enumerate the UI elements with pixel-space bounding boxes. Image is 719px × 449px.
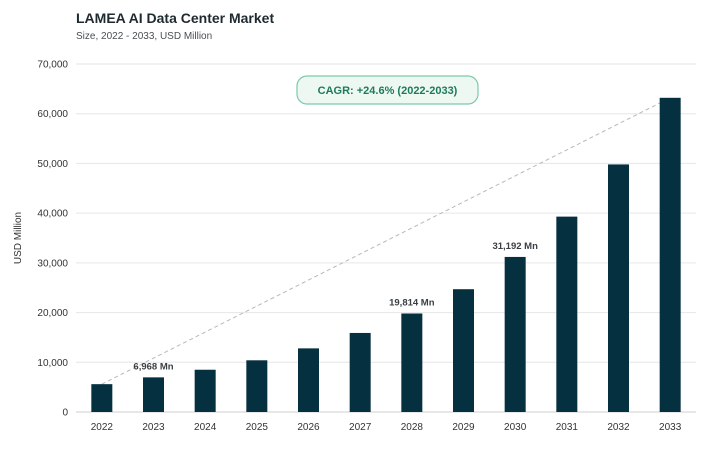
y-tick-label: 50,000 — [37, 159, 68, 170]
bar — [91, 384, 113, 412]
x-tick-label: 2027 — [349, 422, 372, 433]
y-tick-label: 30,000 — [37, 258, 68, 269]
x-tick-label: 2029 — [452, 422, 475, 433]
bar — [608, 164, 629, 412]
y-tick-label: 10,000 — [37, 358, 68, 369]
y-tick-label: 60,000 — [37, 109, 68, 120]
bar — [298, 348, 319, 412]
cagr-trend-line — [101, 97, 671, 385]
cagr-annotation-text: CAGR: +24.6% (2022-2033) — [318, 85, 458, 97]
bar — [349, 332, 371, 412]
bar — [453, 289, 474, 412]
bar — [246, 360, 268, 412]
bar — [143, 377, 164, 412]
y-tick-label: 40,000 — [37, 209, 68, 220]
x-tick-label: 2028 — [401, 422, 424, 433]
bar — [504, 256, 526, 412]
x-tick-label: 2030 — [504, 422, 527, 433]
data-label: 6,968 Mn — [133, 361, 173, 372]
chart-title: LAMEA AI Data Center Market — [76, 10, 275, 26]
x-tick-label: 2022 — [91, 422, 114, 433]
x-tick-label: 2032 — [607, 422, 630, 433]
y-tick-label: 20,000 — [37, 308, 68, 319]
x-tick-label: 2023 — [142, 422, 165, 433]
x-tick-label: 2031 — [556, 422, 579, 433]
x-tick-label: 2025 — [246, 422, 269, 433]
bar — [401, 313, 423, 412]
bar — [556, 216, 578, 412]
bar — [659, 97, 681, 412]
x-tick-label: 2033 — [659, 422, 682, 433]
data-label: 19,814 Mn — [389, 297, 435, 308]
y-axis-label: USD Million — [13, 212, 24, 264]
y-tick-label: 0 — [62, 408, 68, 419]
data-label: 31,192 Mn — [492, 241, 538, 252]
bar — [194, 369, 216, 412]
x-tick-label: 2026 — [297, 422, 320, 433]
x-tick-label: 2024 — [194, 422, 217, 433]
chart-subtitle: Size, 2022 - 2033, USD Million — [76, 31, 213, 42]
y-tick-label: 70,000 — [37, 60, 68, 71]
cagr-annotation-box — [296, 75, 479, 105]
